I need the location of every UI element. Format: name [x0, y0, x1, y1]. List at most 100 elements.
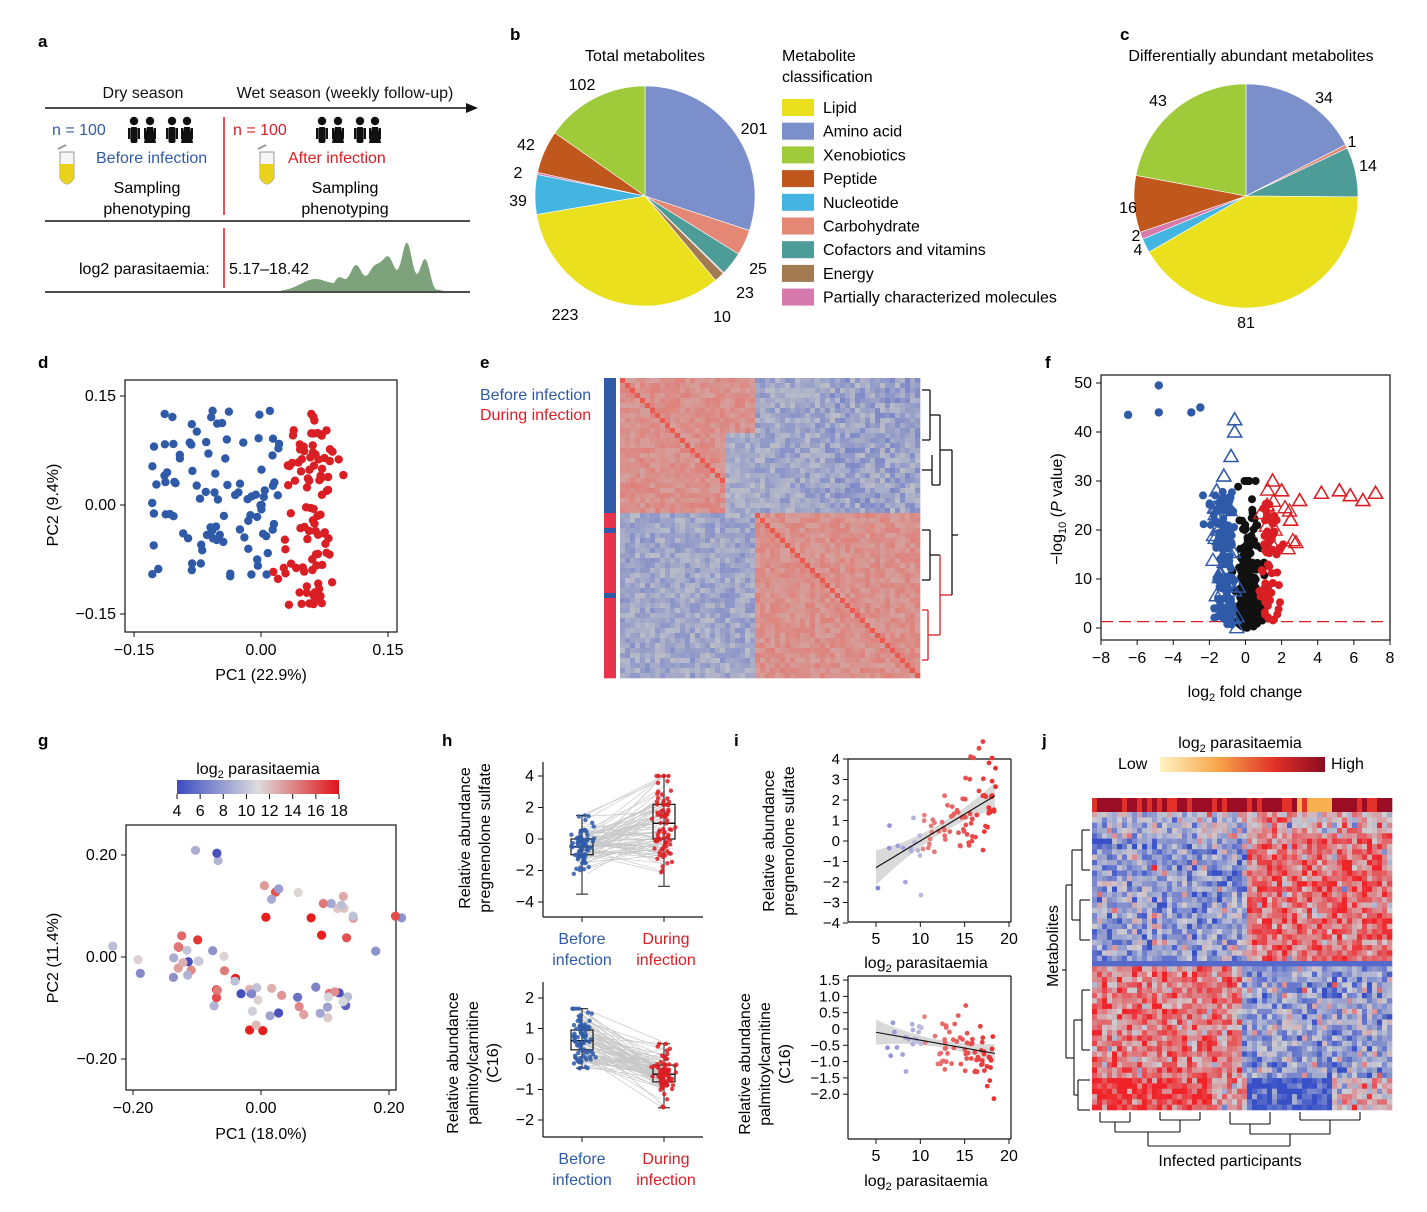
legend-label: Nucleotide [823, 195, 899, 212]
heatmap-cell [770, 523, 776, 529]
heatmap-cell [845, 508, 851, 514]
heatmap-cell [740, 453, 746, 459]
heatmap-cell [715, 523, 721, 529]
heatmap-cell [815, 433, 821, 439]
heatmap-cell [885, 478, 891, 484]
heatmap-cell [655, 458, 661, 464]
point-participant [169, 953, 179, 963]
heatmap-cell [865, 433, 871, 439]
heatmap-cell [885, 508, 891, 514]
heatmap-cell [740, 523, 746, 529]
heatmap-cell [710, 503, 716, 509]
plot-f-ylabel: −log10 (P value) [1049, 453, 1069, 564]
point-participant [209, 1001, 219, 1011]
pie-slice-label: 81 [1237, 315, 1255, 332]
heatmap-cell [900, 548, 906, 554]
heatmap-cell [695, 438, 701, 444]
heatmap-cell [710, 593, 716, 599]
heatmap-cell [835, 523, 841, 529]
heatmap-cell [810, 503, 816, 509]
heatmap-cell [820, 513, 826, 519]
heatmap-cell [865, 408, 871, 414]
heatmap-cell [635, 568, 641, 574]
heatmap-cell [820, 663, 826, 669]
heatmap-cell [690, 558, 696, 564]
heatmap-cell [800, 448, 806, 454]
heatmap-cell [780, 393, 786, 399]
heatmap-cell [780, 618, 786, 624]
heatmap-cell [695, 628, 701, 634]
heatmap-cell [655, 528, 661, 534]
heatmap-cell [680, 558, 686, 564]
heatmap-cell [730, 598, 736, 604]
box-point [660, 864, 665, 869]
heatmap-cell [820, 613, 826, 619]
heatmap-cell [910, 508, 916, 514]
heatmap-cell [675, 573, 681, 579]
heatmap-cell [860, 648, 866, 654]
heatmap-cell [715, 463, 721, 469]
heatmap-cell [715, 458, 721, 464]
heatmap-cell [865, 473, 871, 479]
heatmap-cell [880, 433, 886, 439]
heatmap-cell [665, 663, 671, 669]
heatmap-cell [730, 543, 736, 549]
heatmap-cell [635, 528, 641, 534]
x-tick-label: 0.00 [245, 1100, 276, 1117]
heatmap-cell [730, 508, 736, 514]
heatmap-cell [760, 593, 766, 599]
heatmap-cell [850, 528, 856, 534]
heatmap-cell [885, 578, 891, 584]
heatmap-cell [755, 598, 761, 604]
heatmap-cell [815, 408, 821, 414]
heatmap-cell [700, 658, 706, 664]
heatmap-cell [700, 398, 706, 404]
heatmap-cell [665, 468, 671, 474]
heatmap-cell [755, 618, 761, 624]
heatmap-cell [625, 473, 631, 479]
heatmap-cell [840, 583, 846, 589]
heatmap-cell [805, 648, 811, 654]
heatmap-cell [845, 488, 851, 494]
person-icon-body [369, 127, 381, 143]
heatmap-cell [760, 663, 766, 669]
heatmap-cell [785, 503, 791, 509]
point-before [247, 570, 256, 579]
heatmap-cell [840, 433, 846, 439]
heatmap-cell [890, 513, 896, 519]
heatmap-cell [760, 618, 766, 624]
heatmap-cell [880, 573, 886, 579]
heatmap-cell [795, 403, 801, 409]
heatmap-cell [795, 478, 801, 484]
heatmap-cell [780, 548, 786, 554]
heatmap-cell [735, 658, 741, 664]
heatmap-cell [880, 668, 886, 674]
heatmap-cell [675, 578, 681, 584]
heatmap-cell [805, 398, 811, 404]
heatmap-cell [700, 623, 706, 629]
heatmap-cell [720, 603, 726, 609]
point-before [149, 541, 158, 550]
heatmap-cell [645, 533, 651, 539]
heatmap-cell [895, 438, 901, 444]
heatmap-cell [720, 663, 726, 669]
heatmap-cell [810, 588, 816, 594]
heatmap-cell [820, 578, 826, 584]
heatmap-cell [875, 378, 881, 384]
heatmap-cell [725, 428, 731, 434]
point-during [318, 560, 327, 570]
heatmap-cell [665, 393, 671, 399]
heatmap-cell [810, 438, 816, 444]
heatmap-cell [675, 413, 681, 419]
heatmap-cell [670, 598, 676, 604]
heatmap-cell [860, 433, 866, 439]
heatmap-cell [845, 583, 851, 589]
heatmap-cell [885, 558, 891, 564]
heatmap-cell [880, 518, 886, 524]
heatmap-cell [875, 563, 881, 569]
heatmap-cell [765, 568, 771, 574]
heatmap-cell [750, 523, 756, 529]
heatmap-cell [780, 603, 786, 609]
heatmap-cell [780, 498, 786, 504]
heatmap-cell [795, 453, 801, 459]
